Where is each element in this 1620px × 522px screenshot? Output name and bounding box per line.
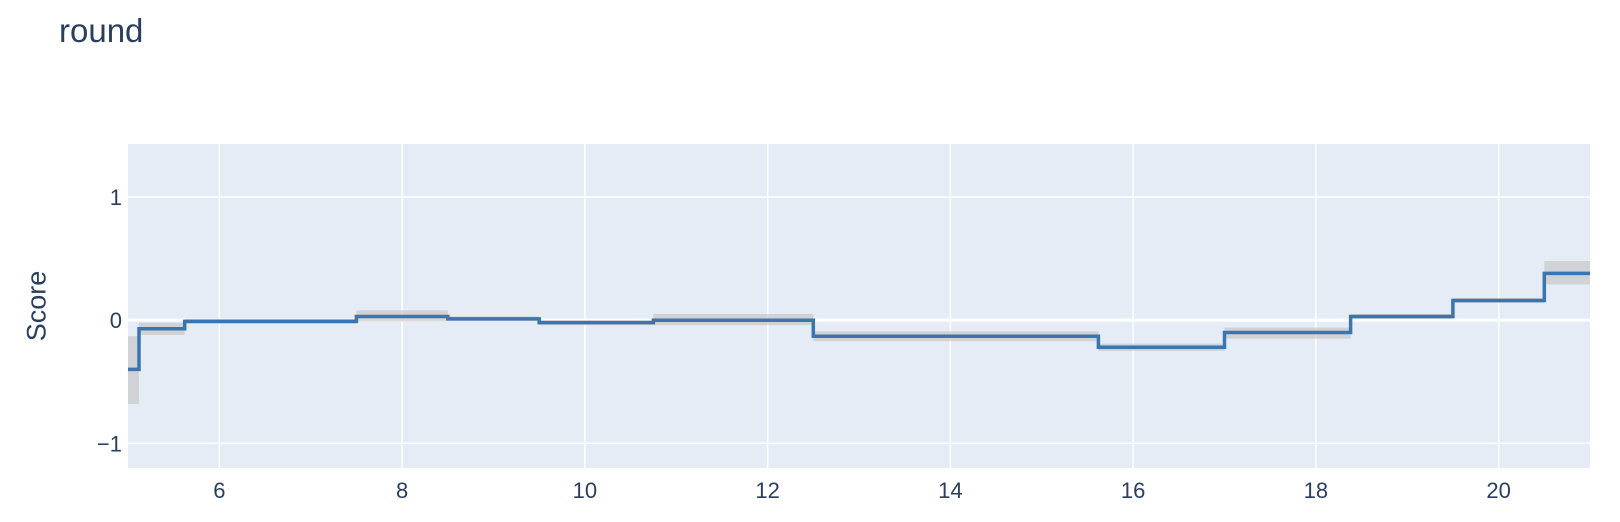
y-tick-label: 1 bbox=[110, 185, 122, 210]
score-step-line bbox=[128, 271, 1590, 372]
y-axis-title: Score bbox=[21, 271, 51, 342]
x-tick-label: 18 bbox=[1304, 478, 1328, 503]
plot-area bbox=[128, 144, 1590, 468]
x-tick-label: 6 bbox=[213, 478, 225, 503]
chart-title: round bbox=[59, 12, 144, 49]
x-tick-label: 16 bbox=[1121, 478, 1145, 503]
x-tick-label: 10 bbox=[573, 478, 597, 503]
x-tick-label: 8 bbox=[396, 478, 408, 503]
y-tick-label: 0 bbox=[110, 308, 122, 333]
y-axis-ticks: 1 0 −1 bbox=[97, 185, 122, 456]
x-tick-label: 14 bbox=[938, 478, 962, 503]
x-tick-label: 12 bbox=[755, 478, 779, 503]
x-tick-label: 20 bbox=[1486, 478, 1510, 503]
y-tick-label: −1 bbox=[97, 431, 122, 456]
x-axis-ticks: 6 8 10 12 14 16 18 20 bbox=[213, 478, 1511, 503]
